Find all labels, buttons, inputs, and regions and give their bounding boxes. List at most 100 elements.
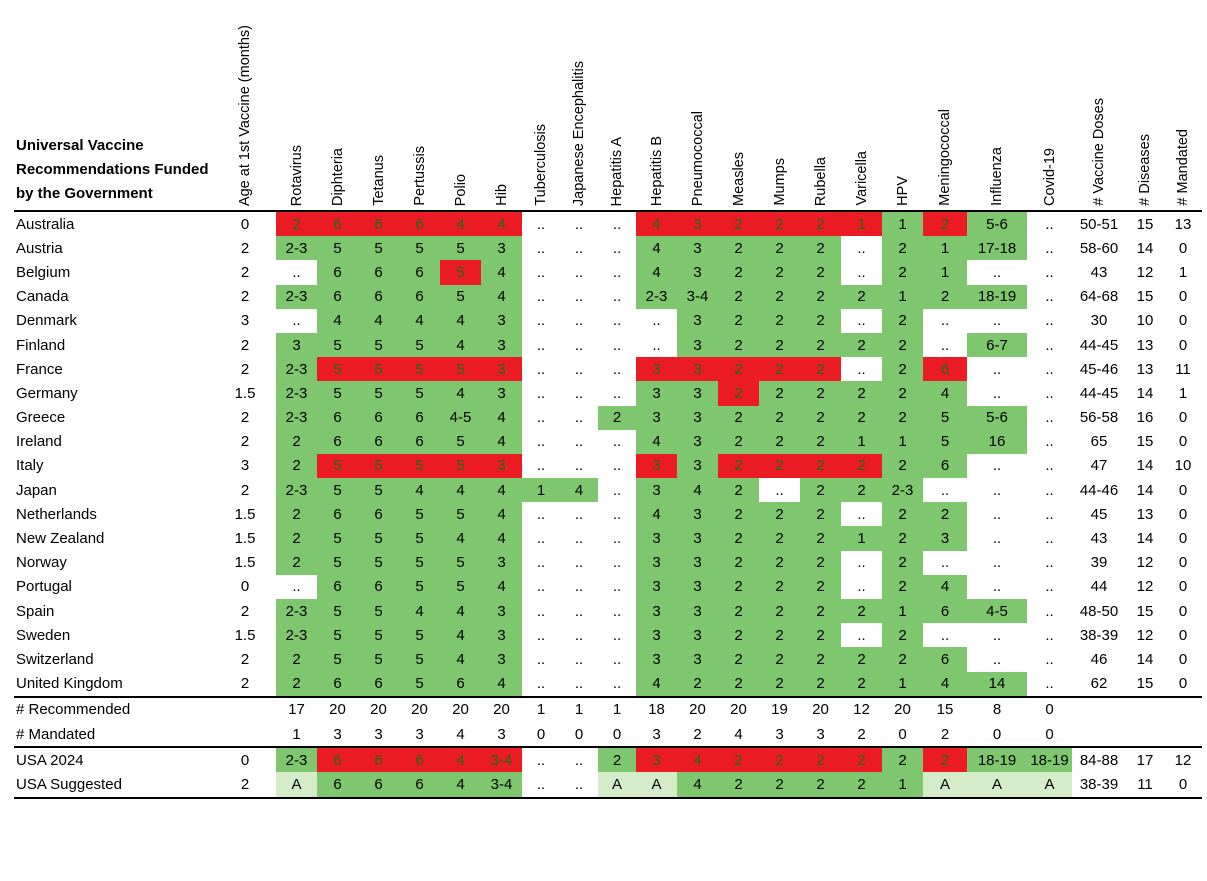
table-cell: 16 bbox=[967, 429, 1027, 454]
table-cell: 4 bbox=[636, 236, 677, 261]
table-cell: 6 bbox=[358, 260, 399, 285]
table-cell: .. bbox=[560, 772, 598, 799]
table-cell: .. bbox=[940, 554, 950, 572]
table-cell: 1 bbox=[522, 695, 560, 722]
table-cell: .. bbox=[612, 675, 622, 693]
table-cell: 4 bbox=[636, 260, 677, 285]
table-cell: .. bbox=[992, 650, 1002, 668]
table-cell: 5 bbox=[440, 429, 481, 454]
table-cell: .. bbox=[536, 336, 546, 354]
table-cell: 2 bbox=[718, 429, 759, 454]
table-cell: .. bbox=[1045, 409, 1054, 427]
table-cell: .. bbox=[536, 457, 546, 475]
table-cell: .. bbox=[574, 602, 584, 620]
row-label: Norway bbox=[16, 554, 67, 572]
table-cell: 2 bbox=[718, 574, 759, 599]
table-cell: .. bbox=[536, 312, 546, 330]
table-cell bbox=[1126, 695, 1164, 722]
table-cell: .. bbox=[992, 626, 1002, 644]
column-header-label: HPV bbox=[894, 176, 911, 206]
table-cell: 1 bbox=[923, 260, 967, 285]
table-cell: A bbox=[1027, 772, 1072, 799]
table-cell: 2 bbox=[882, 260, 923, 285]
table-cell: 2 bbox=[882, 308, 923, 333]
column-header-label: # Diseases bbox=[1137, 134, 1153, 206]
table-cell: 1 bbox=[882, 599, 923, 624]
table-row: Italy 3 2 5 5 5 5 3...... 3 3 2 2 2 2 2 6.... 47 14 10 bbox=[14, 453, 1202, 479]
table-cell: 2 bbox=[240, 650, 250, 668]
table-cell: 2 bbox=[800, 574, 841, 599]
table-cell: 5 bbox=[358, 599, 399, 624]
table-cell: 0 bbox=[1178, 288, 1188, 306]
table-cell: 5 bbox=[440, 574, 481, 599]
table-cell: 4 bbox=[636, 429, 677, 454]
table-cell: .. bbox=[612, 263, 622, 281]
table-cell: 5 bbox=[358, 550, 399, 575]
table-cell: .. bbox=[292, 578, 301, 596]
table-cell: 2 bbox=[841, 746, 882, 773]
table-cell: 2 bbox=[800, 211, 841, 237]
table-cell: .. bbox=[612, 554, 622, 572]
table-cell: 6 bbox=[358, 574, 399, 599]
table-cell: 0 bbox=[898, 725, 907, 743]
table-cell: 2 bbox=[718, 478, 759, 503]
table-cell: 47 bbox=[1090, 457, 1108, 475]
vaccine-table-wrapper: Universal Vaccine Recommendations Funded… bbox=[14, 6, 1202, 799]
table-cell: 2 bbox=[759, 308, 800, 333]
table-cell: .. bbox=[1045, 360, 1054, 378]
table-cell: 6 bbox=[399, 211, 440, 237]
table-cell: .. bbox=[574, 554, 584, 572]
table-cell: .. bbox=[574, 626, 584, 644]
table-cell: 4 bbox=[481, 429, 522, 454]
table-cell: 0 bbox=[1178, 530, 1188, 548]
column-header-label: Mumps bbox=[771, 158, 788, 206]
table-cell: 5 bbox=[317, 236, 358, 261]
table-cell: 2 bbox=[800, 647, 841, 672]
table-cell: 2 bbox=[718, 236, 759, 261]
table-cell: 2 bbox=[923, 284, 967, 309]
table-cell: 3 bbox=[481, 647, 522, 672]
table-cell: 6 bbox=[317, 671, 358, 697]
table-cell: .. bbox=[612, 239, 622, 257]
table-cell: 0 bbox=[1178, 578, 1188, 596]
table-cell: 5 bbox=[399, 526, 440, 551]
column-header: Pertussis bbox=[399, 6, 440, 212]
table-cell: 5 bbox=[923, 405, 967, 430]
table-cell: 2 bbox=[759, 671, 800, 697]
table-cell: 38-39 bbox=[1072, 772, 1126, 799]
table-cell: .. bbox=[536, 288, 546, 306]
table-cell: 15 bbox=[1136, 602, 1154, 620]
table-cell: 2 bbox=[882, 405, 923, 430]
table-cell: 6 bbox=[358, 671, 399, 697]
table-cell: 2 bbox=[923, 502, 967, 527]
table-cell: 2 bbox=[841, 772, 882, 799]
row-label: Netherlands bbox=[16, 505, 97, 523]
table-cell: 44-45 bbox=[1079, 336, 1119, 354]
table-cell: 4 bbox=[923, 381, 967, 406]
table-cell: 0 bbox=[1178, 626, 1188, 644]
table-cell: 2 bbox=[759, 236, 800, 261]
table-cell: 3 bbox=[481, 623, 522, 648]
table-cell: .. bbox=[992, 384, 1002, 402]
table-cell: 14 bbox=[967, 671, 1027, 697]
table-cell: 43 bbox=[1090, 263, 1108, 281]
table-cell: 4 bbox=[440, 381, 481, 406]
table-cell: .. bbox=[1045, 481, 1054, 499]
table-cell: 2 bbox=[759, 211, 800, 237]
table-cell: .. bbox=[1045, 433, 1054, 451]
table-cell: 5 bbox=[358, 647, 399, 672]
table-cell: 44 bbox=[1090, 578, 1108, 596]
table-cell: 2 bbox=[800, 599, 841, 624]
table-cell: 2 bbox=[759, 357, 800, 382]
table-cell: .. bbox=[612, 360, 622, 378]
table-cell: 2 bbox=[718, 332, 759, 358]
table-cell: 2 bbox=[841, 405, 882, 430]
table-cell: 6 bbox=[923, 599, 967, 624]
table-cell: .. bbox=[1045, 626, 1054, 644]
table-cell: 2 bbox=[759, 381, 800, 406]
table-cell: 12 bbox=[1164, 746, 1202, 773]
table-cell: 6 bbox=[399, 772, 440, 799]
table-cell: .. bbox=[612, 384, 622, 402]
table-cell: 3 bbox=[677, 453, 718, 479]
table-cell: 3 bbox=[636, 478, 677, 503]
